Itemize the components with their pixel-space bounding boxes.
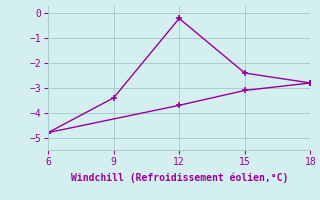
X-axis label: Windchill (Refroidissement éolien,°C): Windchill (Refroidissement éolien,°C): [70, 172, 288, 183]
